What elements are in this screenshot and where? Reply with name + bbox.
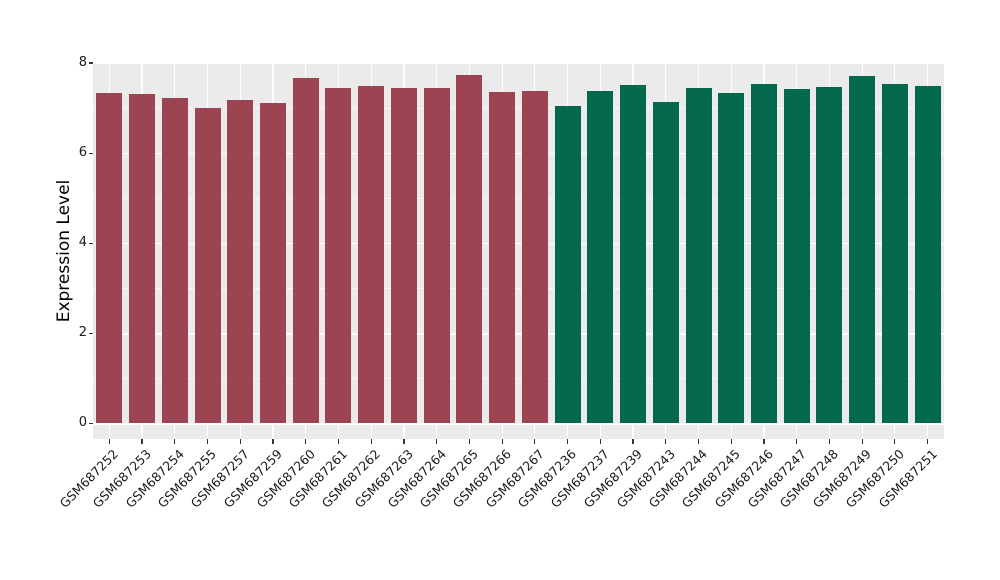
bar-GSM687260: [292, 78, 319, 424]
bar-GSM687239: [620, 85, 647, 424]
x-tick-mark: [927, 439, 929, 444]
x-tick-mark: [763, 439, 765, 444]
x-tick-mark: [599, 439, 601, 444]
bar-GSM687264: [423, 88, 450, 424]
bar-GSM687246: [750, 84, 777, 424]
x-tick-mark: [108, 439, 110, 444]
y-tick-label: 6: [78, 145, 87, 160]
bar-GSM687236: [554, 106, 581, 424]
bar-GSM687265: [456, 75, 483, 424]
x-tick-mark: [206, 439, 209, 444]
bar-GSM687253: [129, 93, 156, 424]
x-tick-mark: [403, 439, 405, 444]
plot-panel: [93, 63, 944, 439]
x-tick-mark: [468, 439, 470, 444]
x-tick-mark: [894, 439, 896, 444]
bar-GSM687243: [652, 102, 679, 424]
bar-GSM687245: [718, 92, 745, 424]
bar-GSM687263: [390, 88, 417, 424]
bar-GSM687261: [325, 88, 352, 424]
y-tick-mark: [88, 62, 93, 64]
gridline-major: [93, 243, 944, 245]
gridline-minor: [93, 378, 944, 380]
x-tick-mark: [828, 439, 831, 444]
bar-GSM687266: [489, 91, 516, 424]
y-tick-mark: [88, 152, 93, 154]
x-tick-mark: [436, 439, 438, 444]
x-tick-mark: [632, 439, 634, 444]
y-tick-mark: [88, 332, 93, 334]
gridline-minor: [93, 288, 944, 289]
x-tick-mark: [305, 439, 307, 444]
x-tick-mark: [239, 439, 241, 444]
x-tick-mark: [861, 439, 863, 444]
gridline-minor: [93, 198, 944, 199]
x-tick-mark: [337, 439, 340, 444]
x-tick-mark: [272, 439, 274, 444]
bar-GSM687250: [881, 84, 908, 424]
x-tick-mark: [730, 439, 732, 444]
gridline-minor: [93, 107, 944, 109]
gridline-major: [93, 63, 944, 65]
bar-GSM687244: [685, 88, 712, 424]
x-tick-mark: [141, 439, 143, 444]
bar-GSM687247: [783, 88, 810, 424]
x-tick-mark: [796, 439, 798, 444]
bar-GSM687259: [260, 102, 287, 424]
x-tick-mark: [566, 439, 569, 444]
bar-GSM687254: [161, 97, 188, 424]
y-tick-label: 0: [78, 415, 87, 431]
gridline-major: [93, 423, 944, 425]
bar-GSM687249: [849, 76, 876, 424]
y-tick-label: 8: [78, 54, 87, 70]
y-tick-label: 2: [78, 325, 87, 341]
y-tick-label: 4: [78, 235, 87, 251]
bar-GSM687251: [914, 86, 941, 424]
x-tick-mark: [697, 439, 700, 444]
gridline-major: [93, 153, 944, 155]
bar-GSM687257: [227, 100, 254, 424]
x-tick-mark: [370, 439, 372, 444]
x-tick-mark: [534, 439, 536, 444]
bar-GSM687267: [521, 90, 548, 424]
bar-GSM687248: [816, 87, 843, 424]
bar-GSM687262: [358, 86, 385, 424]
bar-GSM687252: [96, 93, 123, 424]
y-tick-mark: [88, 422, 93, 424]
y-tick-mark: [88, 242, 93, 244]
gridline-major: [93, 333, 944, 335]
x-tick-mark: [501, 439, 503, 444]
bar-GSM687255: [194, 107, 221, 424]
bar-GSM687237: [587, 91, 614, 424]
x-tick-mark: [665, 439, 667, 444]
x-tick-mark: [174, 439, 176, 444]
